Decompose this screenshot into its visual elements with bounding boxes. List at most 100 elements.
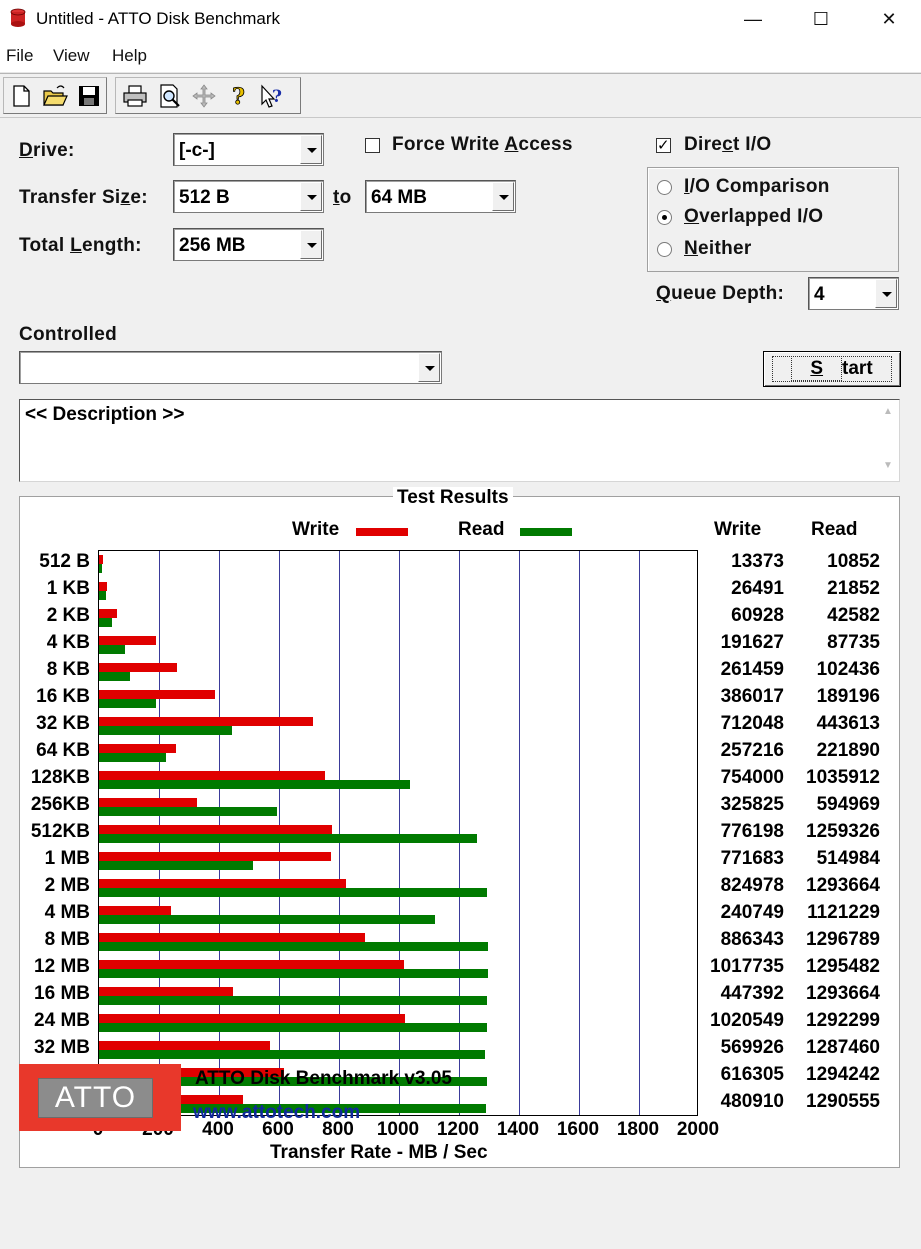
write-value: 257216 xyxy=(720,740,784,762)
gridline xyxy=(399,551,400,1115)
read-value: 1296789 xyxy=(806,928,880,950)
read-bar xyxy=(99,860,254,870)
total-length-select[interactable]: 256 MB xyxy=(173,228,324,261)
x-tick-label: 400 xyxy=(202,1119,234,1140)
read-value: 42582 xyxy=(827,605,880,627)
product-version: ATTO Disk Benchmark v3.05 xyxy=(195,1068,452,1089)
total-length-label: Total Length: xyxy=(19,235,142,256)
chevron-down-icon[interactable] xyxy=(300,230,322,259)
read-bar xyxy=(99,753,166,763)
neither-radio[interactable] xyxy=(657,242,672,257)
help-icon[interactable]: ? xyxy=(224,82,252,110)
open-folder-icon[interactable] xyxy=(41,82,69,110)
force-write-checkbox[interactable] xyxy=(365,138,380,153)
write-value: 386017 xyxy=(720,686,784,708)
website-link[interactable]: www.attotech.com xyxy=(193,1102,361,1123)
svg-text:?: ? xyxy=(232,84,245,110)
context-help-icon[interactable]: ? xyxy=(258,82,286,110)
io-comparison-radio[interactable] xyxy=(657,180,672,195)
legend-write-label: Write xyxy=(292,519,340,540)
write-bar xyxy=(99,1013,406,1023)
scroll-down-icon[interactable]: ▼ xyxy=(883,460,893,471)
toolbar: ? ? xyxy=(0,74,921,118)
chevron-down-icon[interactable] xyxy=(875,279,897,308)
category-label: 1 MB xyxy=(44,847,90,869)
write-value: 480910 xyxy=(720,1090,784,1112)
print-preview-icon[interactable] xyxy=(156,82,184,110)
write-bar xyxy=(99,1040,270,1050)
chevron-down-icon[interactable] xyxy=(300,135,322,164)
force-write-label[interactable]: Force Write Access xyxy=(392,134,573,155)
main-panel: Drive: [-c-] Force Write Access Direct I… xyxy=(0,118,921,1249)
write-bar xyxy=(99,609,118,619)
transfer-to-value: 64 MB xyxy=(371,187,427,208)
queue-depth-select[interactable]: 4 xyxy=(808,277,899,310)
read-value: 1121229 xyxy=(807,901,880,923)
transfer-size-to-select[interactable]: 64 MB xyxy=(365,180,516,213)
read-value: 1293664 xyxy=(806,874,880,896)
save-icon[interactable] xyxy=(75,82,103,110)
read-bar xyxy=(99,699,156,709)
read-value: 102436 xyxy=(816,659,880,681)
read-bar xyxy=(99,1022,487,1032)
category-label: 8 MB xyxy=(44,928,90,950)
description-scrollbar[interactable]: ▲ ▼ xyxy=(877,400,899,481)
read-value: 189196 xyxy=(816,686,880,708)
overlapped-io-radio[interactable] xyxy=(657,210,672,225)
write-bar xyxy=(99,555,103,565)
maximize-button[interactable]: ☐ xyxy=(812,8,830,29)
queue-depth-value: 4 xyxy=(814,284,825,305)
category-label: 32 MB xyxy=(34,1036,90,1058)
write-bar xyxy=(99,905,172,915)
menu-help[interactable]: Help xyxy=(112,46,147,65)
app-disk-icon xyxy=(10,8,26,27)
read-column-header: Read xyxy=(811,519,858,540)
close-button[interactable]: ✕ xyxy=(881,8,897,29)
print-icon[interactable] xyxy=(121,82,149,110)
atto-logo: ATTO xyxy=(19,1064,181,1131)
category-label: 512 B xyxy=(39,551,90,573)
move-icon[interactable] xyxy=(190,82,218,110)
write-value: 712048 xyxy=(720,713,784,735)
description-textarea[interactable]: << Description >> ▲ ▼ xyxy=(19,399,900,482)
direct-io-checkbox[interactable] xyxy=(656,136,671,154)
chevron-down-icon[interactable] xyxy=(418,353,440,382)
drive-label: Drive: xyxy=(19,140,75,161)
write-column-header: Write xyxy=(714,519,762,540)
io-comparison-label[interactable]: I/O Comparison xyxy=(684,176,830,197)
io-mode-group xyxy=(647,167,899,272)
write-value: 191627 xyxy=(720,632,784,654)
drive-select[interactable]: [-c-] xyxy=(173,133,324,166)
direct-io-label[interactable]: Direct I/O xyxy=(684,134,772,155)
controlled-label: Controlled xyxy=(19,324,117,345)
read-value: 221890 xyxy=(816,740,880,762)
menu-bar: File View Help xyxy=(0,42,921,70)
chevron-down-icon[interactable] xyxy=(492,182,514,211)
menu-file[interactable]: File xyxy=(6,46,34,65)
new-file-icon[interactable] xyxy=(7,82,35,110)
minimize-button[interactable]: — xyxy=(744,8,762,29)
write-bar xyxy=(99,798,197,808)
scroll-up-icon[interactable]: ▲ xyxy=(883,406,893,417)
read-value: 1294242 xyxy=(806,1063,880,1085)
menu-view[interactable]: View xyxy=(53,46,90,65)
x-tick-label: 1000 xyxy=(376,1119,420,1140)
neither-label[interactable]: Neither xyxy=(684,238,752,259)
menu-separator xyxy=(0,72,921,74)
category-label: 32 KB xyxy=(36,713,90,735)
gridline xyxy=(639,551,640,1115)
write-bar xyxy=(99,690,215,700)
read-bar xyxy=(99,914,436,924)
read-bar xyxy=(99,941,489,951)
read-value: 594969 xyxy=(816,794,880,816)
category-label: 128KB xyxy=(30,767,90,789)
chevron-down-icon[interactable] xyxy=(300,182,322,211)
read-value: 1295482 xyxy=(806,955,880,977)
svg-text:?: ? xyxy=(272,87,282,107)
transfer-size-from-select[interactable]: 512 B xyxy=(173,180,324,213)
category-label: 2 MB xyxy=(44,874,90,896)
controlled-select[interactable] xyxy=(19,351,442,384)
overlapped-io-label[interactable]: Overlapped I/O xyxy=(684,206,824,227)
